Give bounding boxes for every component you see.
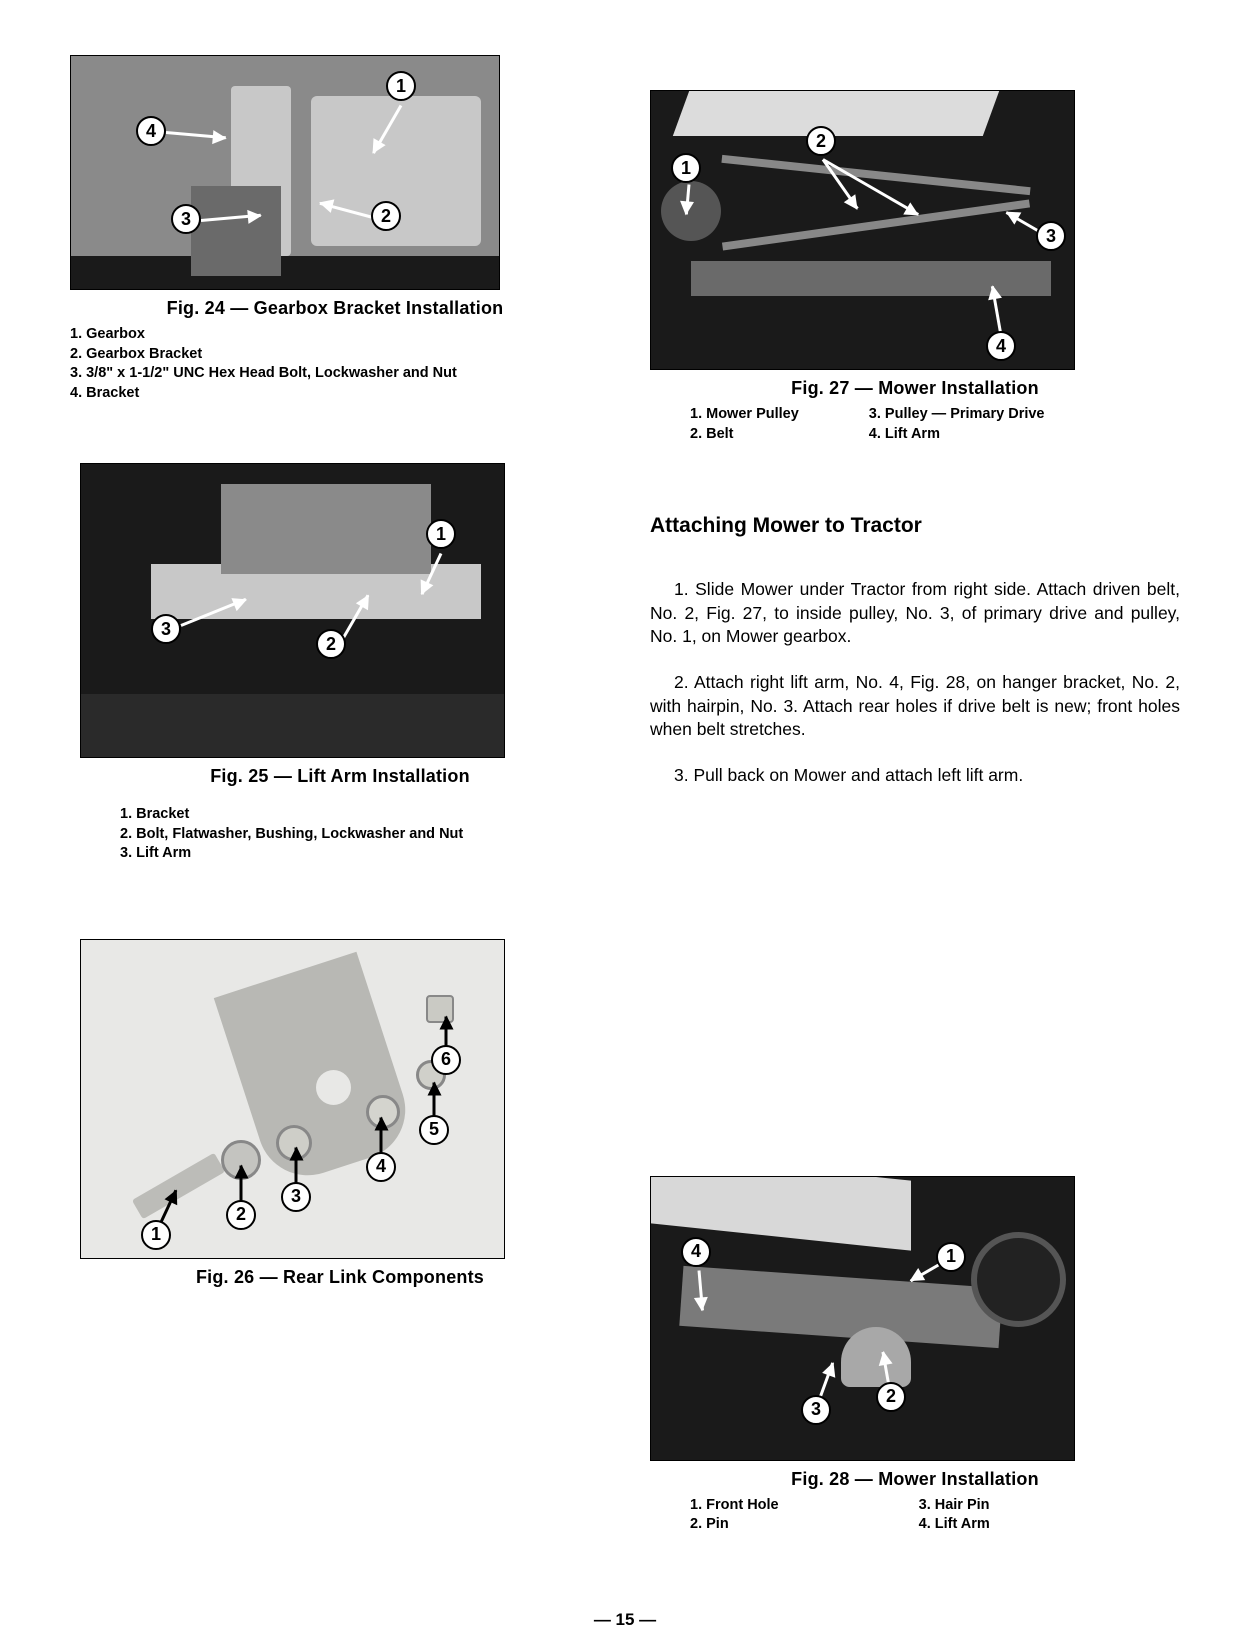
- callout-4: 4: [681, 1237, 711, 1267]
- callout-3: 3: [801, 1395, 831, 1425]
- figure-27-legend: 1. Mower Pulley 2. Belt 3. Pulley — Prim…: [690, 405, 1180, 444]
- section-attaching-mower: Attaching Mower to Tractor 1. Slide Mowe…: [650, 474, 1180, 809]
- figure-26: 1 2 3 4 5 6 Fig. 26 — Rear Link Componen…: [70, 939, 600, 1288]
- callout-1: 1: [386, 71, 416, 101]
- callout-2: 2: [226, 1200, 256, 1230]
- figure-25-photo: 1 2 3: [80, 463, 505, 758]
- callout-6: 6: [431, 1045, 461, 1075]
- figure-26-caption: Fig. 26 — Rear Link Components: [80, 1267, 600, 1288]
- page-number: — 15 —: [0, 1610, 1250, 1630]
- figure-25: 1 2 3 Fig. 25 — Lift Arm Installation 1.…: [70, 463, 600, 864]
- figure-24-legend: 1. Gearbox 2. Gearbox Bracket 3. 3/8" x …: [70, 325, 600, 403]
- figure-25-legend: 1. Bracket 2. Bolt, Flatwasher, Bushing,…: [120, 805, 600, 864]
- figure-28-caption: Fig. 28 — Mower Installation: [650, 1469, 1180, 1490]
- figure-24-photo: 1 2 3 4: [70, 55, 500, 290]
- callout-1: 1: [141, 1220, 171, 1250]
- figure-26-photo: 1 2 3 4 5 6: [80, 939, 505, 1259]
- figure-28: 4 1 2 3 Fig. 28 — Mower Installation 1. …: [650, 1176, 1180, 1535]
- callout-3: 3: [1036, 221, 1066, 251]
- callout-4: 4: [366, 1152, 396, 1182]
- callout-3: 3: [171, 204, 201, 234]
- callout-5: 5: [419, 1115, 449, 1145]
- figure-24-caption: Fig. 24 — Gearbox Bracket Installation: [70, 298, 600, 319]
- callout-3: 3: [281, 1182, 311, 1212]
- paragraph-1: 1. Slide Mower under Tractor from right …: [650, 578, 1180, 649]
- figure-27-caption: Fig. 27 — Mower Installation: [650, 378, 1180, 399]
- figure-24: 1 2 3 4 Fig. 24 — Gearbox Bracket Instal…: [70, 55, 600, 403]
- callout-2: 2: [806, 126, 836, 156]
- paragraph-2: 2. Attach right lift arm, No. 4, Fig. 28…: [650, 671, 1180, 742]
- callout-4: 4: [136, 116, 166, 146]
- callout-1: 1: [936, 1242, 966, 1272]
- callout-1: 1: [671, 153, 701, 183]
- figure-27: 1 2 3 4 Fig. 27 — Mower Installation 1. …: [650, 90, 1180, 444]
- callout-2: 2: [876, 1382, 906, 1412]
- figure-25-caption: Fig. 25 — Lift Arm Installation: [80, 766, 600, 787]
- paragraph-3: 3. Pull back on Mower and attach left li…: [650, 764, 1180, 788]
- callout-2: 2: [371, 201, 401, 231]
- callout-4: 4: [986, 331, 1016, 361]
- figure-28-legend: 1. Front Hole 2. Pin 3. Hair Pin 4. Lift…: [690, 1496, 1180, 1535]
- figure-27-photo: 1 2 3 4: [650, 90, 1075, 370]
- section-heading: Attaching Mower to Tractor: [650, 514, 1180, 538]
- figure-28-photo: 4 1 2 3: [650, 1176, 1075, 1461]
